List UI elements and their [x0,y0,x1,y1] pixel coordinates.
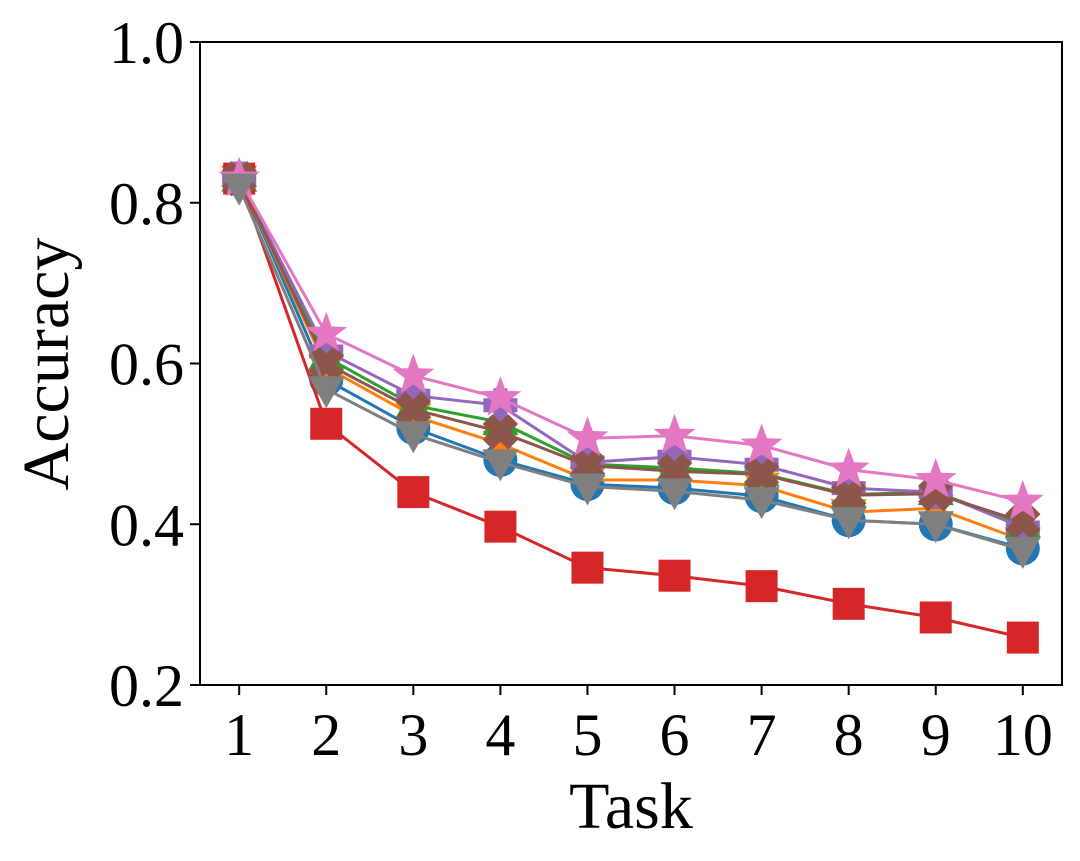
data-point [653,413,696,454]
data-point [395,421,432,454]
x-tick-label: 2 [311,702,341,768]
data-point [310,407,343,440]
series-line [237,186,1024,552]
y-tick-label: 0.4 [109,492,184,558]
series-line [237,177,1024,524]
series-4 [223,162,1039,654]
data-point [743,456,780,493]
data-point [221,173,258,206]
data-point [569,473,606,506]
data-point [827,447,870,488]
data-point [743,487,780,520]
data-point [308,376,345,409]
data-point [392,353,435,394]
data-point [1001,479,1044,520]
y-axis: 0.2 0.4 0.6 0.8 1.0 [109,10,200,719]
data-point [740,423,783,464]
data-point [482,449,519,482]
data-point [1004,536,1041,569]
x-tick-label: 7 [747,702,777,768]
data-point [305,311,348,352]
data-point [832,587,865,620]
x-tick-label: 8 [834,702,864,768]
data-point [571,551,604,584]
x-tick-label: 4 [485,702,515,768]
data-point [917,511,954,544]
data-point [919,601,952,634]
data-point [914,458,957,498]
x-tick-label: 9 [921,702,951,768]
x-tick-label: 6 [660,702,690,768]
series-line [237,177,1024,526]
series-line [237,177,1024,529]
x-tick-label: 5 [572,702,602,768]
series-1 [222,161,1040,566]
data-point [831,477,867,513]
y-tick-label: 0.2 [109,653,184,719]
y-tick-label: 0.8 [109,171,184,237]
series-line [237,177,1024,504]
series-line [237,178,1024,640]
data-point [396,378,431,413]
series-6 [221,161,1041,540]
series-2 [221,165,1041,560]
data-point [658,559,691,592]
data-point [395,391,431,427]
x-tick-label: 10 [993,702,1053,768]
x-axis-label: Task [569,770,693,843]
data-point [656,478,693,511]
series-line [237,177,1024,542]
data-point [397,476,430,509]
data-point [309,334,344,369]
series-layer [218,156,1044,654]
data-point [745,570,778,603]
data-point [479,376,522,416]
data-point [482,414,519,450]
y-axis-label: Accuracy [10,238,83,491]
data-point [484,510,517,543]
data-point [657,439,692,474]
x-axis: 1 2 3 4 5 6 7 8 9 10 [224,685,1053,768]
x-tick-label: 1 [224,702,254,768]
data-point [566,416,609,456]
x-tick-label: 3 [398,702,428,768]
data-point [830,507,867,540]
y-tick-label: 0.6 [109,332,184,398]
data-point [1006,621,1039,654]
series-8 [221,173,1041,569]
y-tick-label: 1.0 [109,10,184,76]
